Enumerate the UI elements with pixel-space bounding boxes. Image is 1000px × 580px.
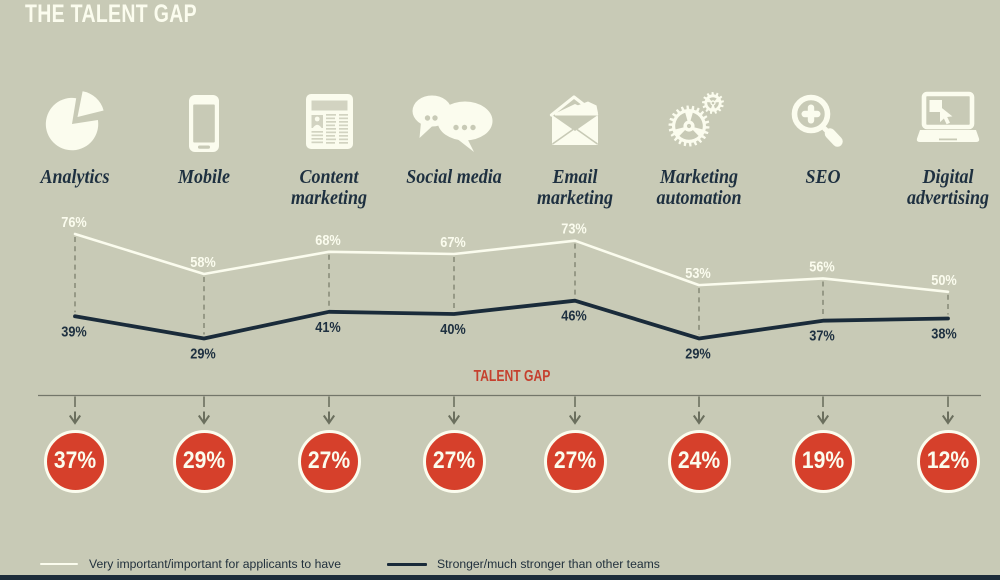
value-label-stronger: 29%	[190, 346, 216, 362]
down-arrow-icon	[197, 411, 211, 425]
talent-gap-value: 24%	[677, 447, 721, 474]
talent-gap-value: 27%	[553, 447, 597, 474]
talent-gap-circle: 12%	[916, 429, 980, 493]
value-label-important: 53%	[685, 265, 711, 281]
talent-gap-value: 27%	[307, 447, 351, 474]
pie-chart-icon	[31, 84, 119, 156]
newspaper-icon	[285, 84, 373, 156]
speech-bubbles-icon	[410, 84, 498, 156]
category-label-marketing-automation: Marketing automation	[656, 166, 742, 209]
legend-swatch-white-line	[40, 562, 78, 566]
talent-gap-circle: 27%	[543, 429, 607, 493]
value-label-important: 58%	[190, 254, 216, 270]
laptop-cursor-icon	[904, 84, 992, 156]
down-arrow-icon	[568, 411, 582, 425]
down-arrow-icon	[447, 411, 461, 425]
legend-item-stronger: Stronger/much stronger than other teams	[387, 554, 660, 574]
line-series-stronger	[73, 298, 950, 341]
value-label-important: 56%	[809, 259, 835, 275]
value-label-stronger: 46%	[561, 308, 587, 324]
talent-gap-circle: 27%	[297, 429, 361, 493]
down-arrow-icon	[692, 411, 706, 425]
talent-gap-value: 12%	[926, 447, 970, 474]
category-label-email-marketing: Email marketing	[536, 166, 613, 209]
talent-gap-heading: TALENT GAP	[473, 368, 551, 385]
talent-gap-value: 19%	[801, 447, 845, 474]
value-label-stronger: 29%	[685, 346, 711, 362]
chart-legend: Very important/important for applicants …	[0, 554, 1000, 574]
category-label-content-marketing: Content marketing	[290, 166, 367, 209]
talent-gap-value: 27%	[432, 447, 476, 474]
line-series-important	[73, 232, 950, 294]
envelope-icon	[531, 84, 619, 156]
category-label-analytics: Analytics	[40, 166, 110, 188]
value-label-stronger: 37%	[809, 328, 835, 344]
talent-gap-value: 37%	[53, 447, 97, 474]
value-label-important: 67%	[440, 234, 466, 250]
smartphone-icon	[160, 84, 248, 156]
down-arrow-icon	[322, 411, 336, 425]
category-label-social-media: Social media	[406, 166, 502, 188]
value-label-important: 68%	[315, 232, 341, 248]
category-label-mobile: Mobile	[177, 166, 231, 188]
value-label-stronger: 41%	[315, 319, 341, 335]
value-label-stronger: 40%	[440, 321, 466, 337]
category-label-seo: SEO	[805, 166, 841, 188]
talent-gap-circle: 37%	[43, 429, 107, 493]
talent-gap-circle: 29%	[172, 429, 236, 493]
value-label-important: 76%	[61, 214, 87, 230]
gears-icon	[655, 84, 743, 156]
legend-label: Stronger/much stronger than other teams	[437, 557, 660, 571]
value-label-stronger: 38%	[931, 326, 957, 342]
legend-label: Very important/important for applicants …	[89, 557, 342, 571]
magnifier-plus-icon	[779, 84, 867, 156]
footer-bar	[0, 575, 1000, 580]
page-title: THE TALENT GAP	[25, 0, 197, 28]
down-arrow-icon	[941, 411, 955, 425]
down-arrow-icon	[816, 411, 830, 425]
talent-gap-circle: 19%	[791, 429, 855, 493]
talent-gap-value: 29%	[182, 447, 226, 474]
value-label-important: 50%	[931, 272, 957, 288]
legend-swatch-navy-line	[387, 562, 427, 566]
value-label-important: 73%	[561, 221, 587, 237]
value-label-stronger: 39%	[61, 324, 87, 340]
talent-gap-circle: 24%	[667, 429, 731, 493]
talent-gap-circle: 27%	[422, 429, 486, 493]
down-arrow-icon	[68, 411, 82, 425]
legend-item-important: Very important/important for applicants …	[40, 554, 341, 574]
category-label-digital-advertising: Digital advertising	[906, 166, 990, 209]
